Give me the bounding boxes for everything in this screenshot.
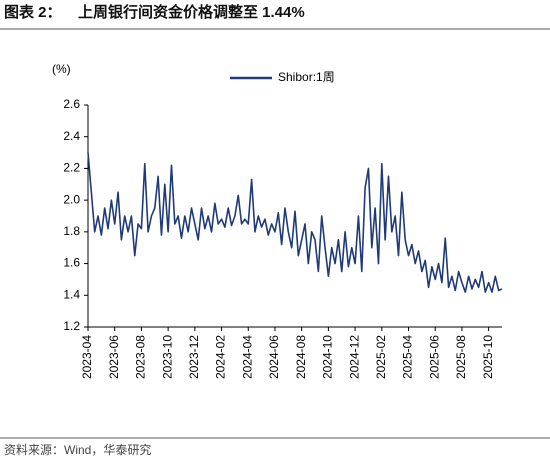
y-tick-label: 2.4 bbox=[63, 129, 80, 143]
x-tick-label: 2025-02 bbox=[374, 335, 388, 379]
y-tick-label: 2.0 bbox=[63, 192, 80, 206]
y-tick-label: 1.8 bbox=[63, 224, 80, 238]
y-tick-label: 1.2 bbox=[63, 319, 80, 333]
source: 资料来源：Wind，华泰研究 bbox=[4, 442, 151, 457]
x-tick-label: 2024-04 bbox=[240, 335, 254, 379]
x-tick-label: 2025-08 bbox=[454, 335, 468, 379]
chart-title: 上周银行间资金价格调整至 1.44% bbox=[78, 3, 305, 21]
x-tick-label: 2024-06 bbox=[267, 335, 281, 379]
x-tick-label: 2024-10 bbox=[321, 335, 335, 379]
x-tick-label: 2024-08 bbox=[294, 335, 308, 379]
legend-label: Shibor:1周 bbox=[278, 70, 335, 84]
x-tick-label: 2024-12 bbox=[347, 335, 361, 379]
y-tick-label: 1.4 bbox=[63, 287, 80, 301]
x-tick-label: 2023-10 bbox=[160, 335, 174, 379]
x-tick-label: 2023-04 bbox=[80, 335, 94, 379]
x-tick-label: 2025-04 bbox=[401, 335, 415, 379]
x-tick-label: 2024-02 bbox=[214, 335, 228, 379]
y-tick-label: 2.2 bbox=[63, 161, 80, 175]
x-tick-label: 2023-08 bbox=[134, 335, 148, 379]
x-tick-label: 2025-06 bbox=[427, 335, 441, 379]
x-tick-label: 2025-10 bbox=[481, 335, 495, 379]
x-tick-label: 2023-06 bbox=[107, 335, 121, 379]
y-tick-label: 1.6 bbox=[63, 256, 80, 270]
y-axis-label: (%) bbox=[52, 62, 71, 76]
figure-label: 图表 2： bbox=[4, 3, 62, 21]
y-tick-label: 2.6 bbox=[63, 97, 80, 111]
x-tick-label: 2023-12 bbox=[187, 335, 201, 379]
series-line bbox=[87, 152, 503, 293]
